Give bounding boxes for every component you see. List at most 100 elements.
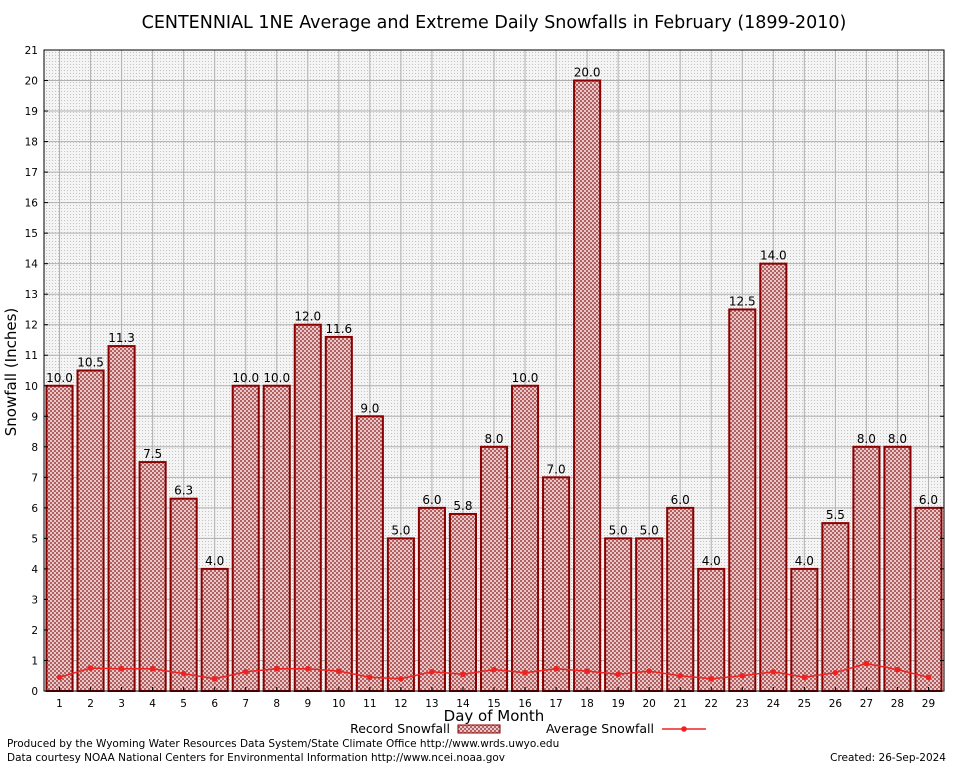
x-tick-label: 29: [922, 698, 935, 710]
average-point-day-22: [708, 675, 715, 682]
x-tick-label: 17: [549, 698, 562, 710]
average-point-day-10: [336, 668, 342, 674]
bar-day-4: [138, 461, 167, 693]
bar-label-day-10: 11.6: [325, 322, 352, 336]
average-point-day-6: [211, 675, 218, 682]
x-tick-label: 22: [705, 698, 718, 710]
average-point-day-26: [832, 669, 839, 676]
bar-label-day-19: 5.0: [609, 523, 628, 537]
y-tick-label: 4: [31, 564, 38, 576]
bar-day-23: [728, 308, 757, 692]
legend-average-label: Average Snowfall: [546, 721, 654, 736]
average-point-day-9: [304, 665, 311, 672]
x-tick-label: 28: [891, 698, 904, 710]
average-point-day-29: [925, 674, 932, 681]
bar-day-27: [852, 445, 881, 692]
bar-day-8: [262, 384, 291, 692]
y-tick-label: 6: [31, 503, 38, 515]
bar-label-day-27: 8.0: [857, 432, 876, 446]
x-tick-label: 16: [518, 698, 532, 710]
y-tick-label: 3: [31, 594, 38, 606]
bar-label-day-21: 6.0: [671, 493, 690, 507]
y-tick-label: 11: [25, 350, 38, 362]
y-axis-label: Snowfall (Inches): [2, 308, 20, 436]
y-tick-label: 13: [25, 289, 38, 301]
bar-day-19: [604, 537, 633, 693]
bar-day-28: [883, 445, 912, 692]
bar-day-2: [76, 369, 105, 692]
x-tick-label: 13: [425, 698, 438, 710]
bar-label-day-18: 20.0: [574, 66, 601, 80]
average-point-day-12: [398, 675, 404, 682]
average-point-day-13: [429, 668, 435, 675]
x-tick-label: 21: [674, 698, 687, 710]
x-axis-label: Day of Month: [444, 707, 545, 725]
bar-label-day-12: 5.0: [391, 523, 410, 537]
x-tick-label: 26: [829, 698, 843, 710]
footer-data-courtesy: Data courtesy NOAA National Centers for …: [7, 752, 506, 764]
bar-day-29: [914, 506, 943, 692]
bar-label-day-13: 6.0: [422, 493, 441, 507]
x-tick-label: 5: [180, 698, 187, 710]
x-tick-label: 7: [242, 698, 249, 710]
bar-label-day-14: 5.8: [453, 499, 472, 513]
x-tick-label: 15: [487, 698, 500, 710]
average-point-day-1: [56, 674, 63, 681]
bar-day-1: [45, 384, 74, 692]
x-tick-label: 2: [87, 698, 94, 710]
x-tick-label: 25: [798, 698, 811, 710]
bar-label-day-24: 14.0: [760, 249, 787, 263]
average-point-day-25: [801, 674, 808, 681]
bar-label-day-8: 10.0: [263, 371, 290, 385]
bar-label-day-17: 7.0: [547, 462, 566, 476]
average-point-day-20: [646, 668, 652, 674]
bar-label-day-5: 6.3: [174, 484, 193, 498]
x-tick-label: 23: [736, 698, 749, 710]
average-point-day-8: [273, 665, 280, 672]
y-tick-label: 8: [31, 442, 38, 454]
average-point-day-23: [739, 672, 746, 679]
bar-label-day-25: 4.0: [795, 554, 814, 568]
legend-average-marker: [681, 726, 687, 732]
x-tick-label: 18: [580, 698, 593, 710]
x-axis-ticks: 1 2 3 4 5 6 7 8 9 10 11 12 13 14 15 16 17 18 19 20 21 22 23 24 2…: [56, 687, 935, 710]
bar-label-day-1: 10.0: [46, 371, 73, 385]
y-tick-label: 14: [25, 259, 39, 271]
x-tick-label: 24: [767, 698, 781, 710]
bar-day-22: [697, 567, 726, 693]
x-tick-label: 14: [456, 698, 470, 710]
bar-label-day-20: 5.0: [640, 523, 659, 537]
bar-day-26: [821, 522, 850, 692]
average-point-day-17: [553, 665, 559, 672]
bar-label-day-3: 11.3: [108, 331, 135, 345]
y-tick-label: 2: [31, 625, 38, 637]
bar-day-5: [169, 497, 198, 693]
y-tick-label: 20: [25, 76, 38, 88]
average-point-day-4: [149, 665, 156, 672]
bar-day-11: [355, 415, 384, 692]
bar-day-20: [635, 537, 664, 693]
bar-day-12: [386, 537, 415, 693]
y-tick-label: 5: [31, 533, 38, 545]
bar-day-13: [417, 506, 446, 692]
bar-label-day-11: 9.0: [360, 401, 379, 415]
bar-day-9: [293, 323, 322, 692]
average-point-day-21: [677, 672, 684, 679]
y-tick-label: 17: [25, 167, 38, 179]
x-tick-label: 19: [611, 698, 624, 710]
bar-day-18: [573, 79, 602, 693]
bar-label-day-2: 10.5: [77, 356, 104, 370]
bar-day-25: [790, 567, 819, 693]
bar-label-day-7: 10.0: [232, 371, 259, 385]
bar-label-day-9: 12.0: [294, 310, 321, 324]
chart-title: CENTENNIAL 1NE Average and Extreme Daily…: [142, 13, 847, 33]
y-tick-label: 1: [31, 655, 38, 667]
bar-day-14: [448, 512, 477, 693]
bar-label-day-4: 7.5: [143, 447, 162, 461]
bar-label-day-26: 5.5: [826, 508, 845, 522]
x-tick-label: 4: [149, 698, 156, 710]
x-tick-label: 3: [118, 698, 125, 710]
footer-produced-by: Produced by the Wyoming Water Resources …: [7, 738, 560, 750]
y-tick-label: 16: [25, 198, 39, 210]
